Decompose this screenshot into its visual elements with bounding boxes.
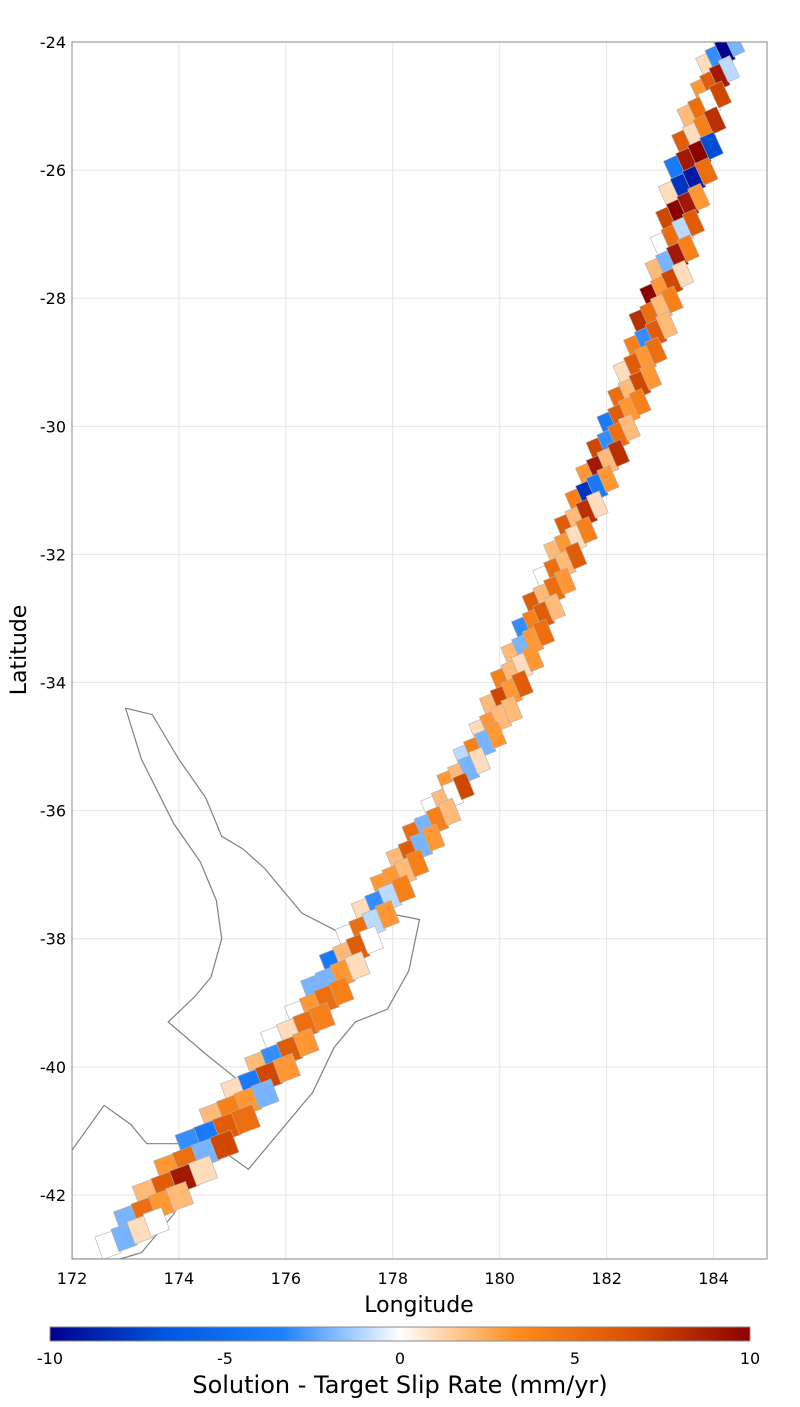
fault-subsection-cell <box>717 55 740 83</box>
fault-subsection-cell <box>660 285 684 314</box>
fault-subsection-cell <box>374 899 400 929</box>
plot-area <box>72 42 767 1259</box>
fault-subsection-cell <box>676 234 700 263</box>
fault-subsection-cell <box>511 669 534 698</box>
fault-subsection-cell <box>421 823 446 852</box>
fault-subsection-cell <box>521 644 545 673</box>
y-tick-label: -40 <box>40 1058 66 1077</box>
fault-subsection-cell <box>644 336 668 365</box>
fault-subsection-cell <box>328 976 355 1006</box>
x-tick-label: 180 <box>484 1269 515 1288</box>
fault-subsection-cell <box>292 1027 320 1058</box>
y-tick-label: -38 <box>40 930 66 949</box>
colorbar-tick-label: -10 <box>37 1349 63 1368</box>
x-tick-label: 184 <box>698 1269 729 1288</box>
fault-subsection-cell <box>628 387 652 417</box>
fault-subsection-cell <box>344 951 371 981</box>
fault-subsection-cell <box>358 925 384 955</box>
colorbar <box>49 1326 751 1342</box>
colorbar-tick-label: 10 <box>740 1349 760 1368</box>
y-tick-label: -24 <box>40 33 66 52</box>
fault-subsection-cell <box>437 797 462 827</box>
fault-subsection-cell <box>405 849 430 878</box>
y-tick-label: -34 <box>40 674 66 693</box>
y-tick-label: -30 <box>40 417 66 436</box>
y-axis-title: Latitude <box>7 605 32 696</box>
colorbar-tick-label: 5 <box>570 1349 580 1368</box>
fault-subsection-cell <box>699 131 724 161</box>
x-tick-label: 172 <box>57 1269 88 1288</box>
fault-subsection-cell <box>272 1052 301 1084</box>
colorbar-tick-label: -5 <box>217 1349 233 1368</box>
fault-subsection-cell <box>693 157 719 186</box>
fault-subsection-cell <box>681 208 706 237</box>
fault-subsection-cell <box>564 541 588 570</box>
fault-subsection-cell <box>617 413 641 442</box>
fault-subsection-cell <box>585 490 609 519</box>
fault-subsection-cell <box>500 695 524 724</box>
x-axis-ticks: 172 174 176 178 180 182 184 <box>57 1269 729 1288</box>
fault-subsection-cell <box>687 182 711 212</box>
fault-subsection-cell <box>484 721 508 750</box>
fault-subsection-cell <box>165 1181 195 1212</box>
x-tick-label: 182 <box>591 1269 622 1288</box>
fault-subsection-cell <box>543 593 566 621</box>
fault-subsection-cell <box>671 259 695 288</box>
fault-subsection-cell <box>607 439 631 468</box>
fault-subsection-cell <box>188 1155 219 1186</box>
coastline <box>72 707 421 1259</box>
coastline <box>124 707 421 1171</box>
fault-subsection-cell <box>452 772 475 801</box>
y-tick-label: -28 <box>40 289 66 308</box>
fault-subsection-cell <box>708 80 732 109</box>
fault-subsection-cell <box>142 1207 170 1237</box>
coastline-south <box>72 1104 196 1259</box>
fault-subsection-cell <box>639 362 663 391</box>
fault-subsection-cell <box>308 1001 336 1032</box>
fault-subsection-cell <box>703 106 727 135</box>
fault-subsection-cell <box>532 618 556 647</box>
y-tick-label: -36 <box>40 802 66 821</box>
x-axis-title: Longitude <box>364 1293 473 1318</box>
plot-frame <box>71 41 768 1260</box>
fault-subsection-cell <box>553 567 577 596</box>
colorbar-title: Solution - Target Slip Rate (mm/yr) <box>192 1371 607 1399</box>
fault-subsection-cell <box>596 464 620 493</box>
fault-subsection-cell <box>655 311 679 340</box>
x-tick-label: 176 <box>271 1269 302 1288</box>
fault-subsection-cell <box>209 1129 240 1161</box>
y-tick-label: -26 <box>40 161 66 180</box>
fault-subsection-cell <box>575 516 599 545</box>
colorbar-tick-label: 0 <box>395 1349 405 1368</box>
fault-subsection-cell <box>250 1078 280 1109</box>
fault-subsection-cell <box>468 746 491 775</box>
fault-subsections <box>94 42 746 1259</box>
x-tick-label: 174 <box>164 1269 195 1288</box>
fault-subsection-cell <box>390 874 416 904</box>
y-tick-label: -32 <box>40 545 66 564</box>
y-axis-ticks: -24 -26 -28 -30 -32 -34 -36 -38 -40 -42 <box>40 33 66 1205</box>
y-tick-label: -42 <box>40 1186 66 1205</box>
x-tick-label: 178 <box>377 1269 408 1288</box>
fault-subsection-cell <box>723 42 746 58</box>
colorbar-ticks: -10 -5 0 5 10 <box>37 1349 760 1368</box>
fault-subsection-cell <box>230 1104 261 1135</box>
